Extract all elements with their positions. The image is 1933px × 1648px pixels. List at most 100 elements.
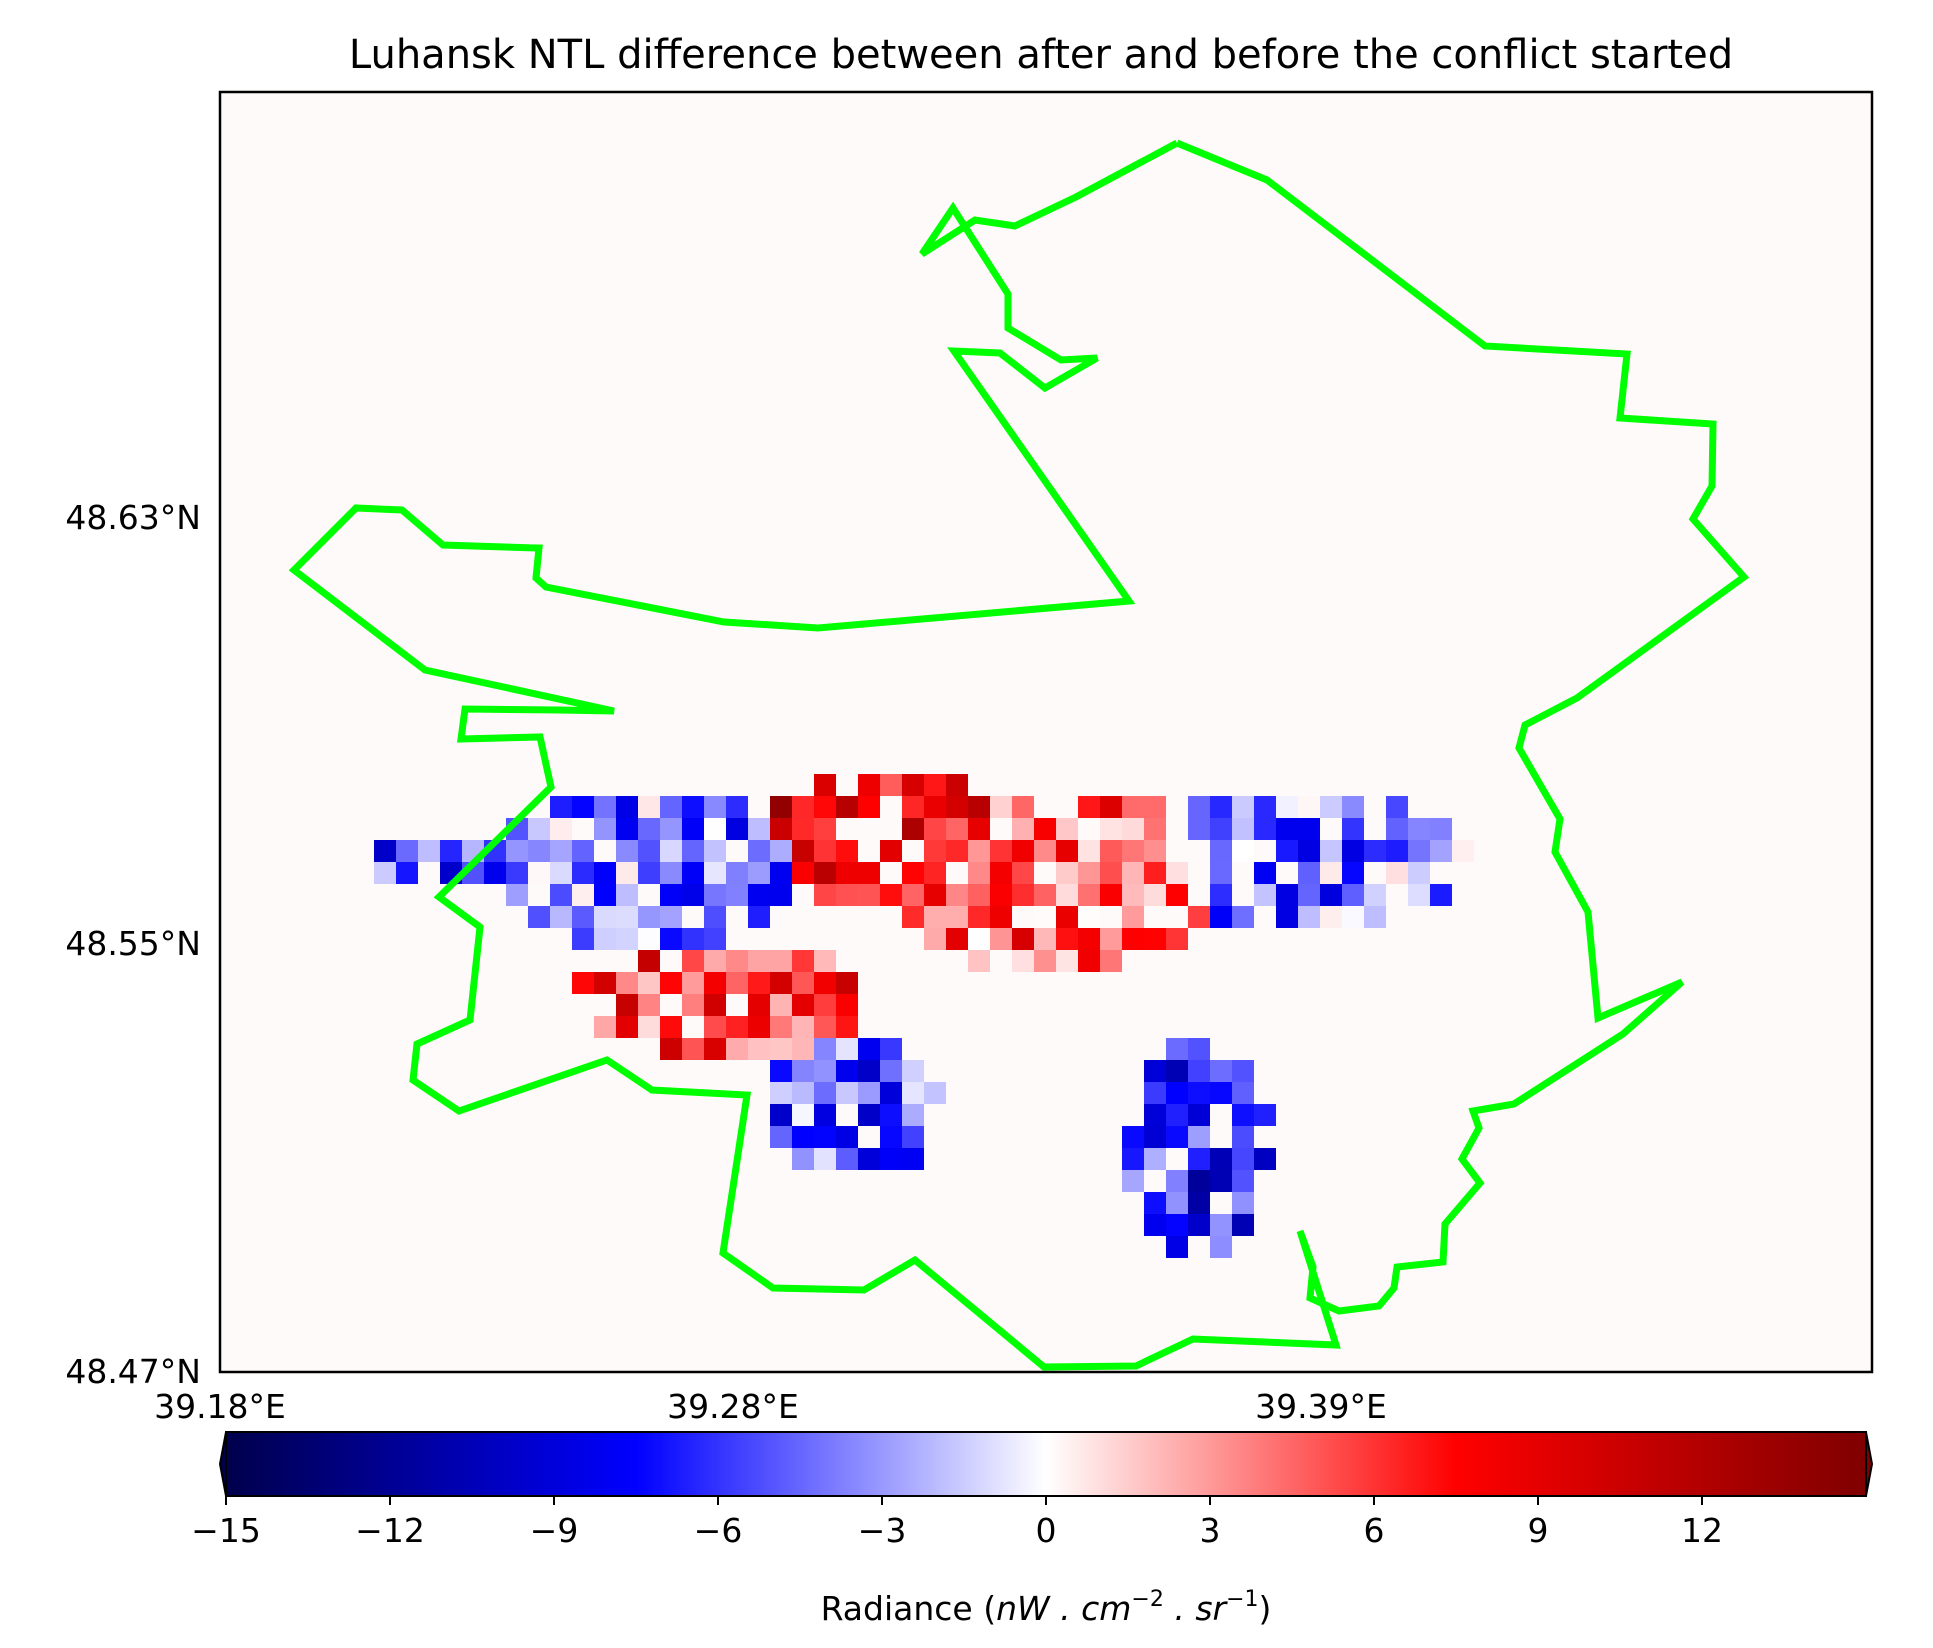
ntl-pixel: [946, 796, 968, 818]
ntl-pixel: [968, 840, 990, 862]
ntl-pixel: [814, 884, 836, 906]
ntl-pixel: [1210, 818, 1232, 840]
ntl-pixel: [704, 928, 726, 950]
ntl-pixel: [1254, 862, 1276, 884]
ntl-pixel: [1078, 796, 1100, 818]
ntl-pixel: [1210, 1148, 1232, 1170]
ntl-pixel: [550, 818, 572, 840]
ntl-pixel: [770, 862, 792, 884]
ntl-pixel: [1320, 796, 1342, 818]
ntl-pixel: [792, 994, 814, 1016]
ntl-pixel: [550, 884, 572, 906]
ntl-pixel: [1122, 840, 1144, 862]
ntl-pixel: [660, 906, 682, 928]
ntl-pixel: [792, 818, 814, 840]
ntl-pixel: [946, 774, 968, 796]
ntl-pixel: [1056, 818, 1078, 840]
ntl-pixel: [682, 950, 704, 972]
ntl-pixel: [660, 928, 682, 950]
ntl-pixel: [704, 796, 726, 818]
ntl-pixel: [792, 796, 814, 818]
ntl-pixel: [1056, 884, 1078, 906]
ntl-pixel: [660, 840, 682, 862]
ntl-pixel: [968, 884, 990, 906]
ntl-pixel: [1012, 840, 1034, 862]
ntl-pixel: [792, 1104, 814, 1126]
ntl-pixel: [1232, 1082, 1254, 1104]
ntl-pixel: [616, 994, 638, 1016]
ntl-pixel: [1034, 884, 1056, 906]
ntl-pixel: [594, 796, 616, 818]
ntl-pixel: [968, 818, 990, 840]
ntl-pixel: [770, 972, 792, 994]
ntl-pixel: [748, 994, 770, 1016]
ntl-pixel: [902, 1082, 924, 1104]
ntl-pixel: [550, 906, 572, 928]
ntl-pixel: [814, 840, 836, 862]
ntl-pixel: [616, 1016, 638, 1038]
ntl-pixel: [682, 796, 704, 818]
ntl-pixel: [726, 862, 748, 884]
ntl-pixel: [748, 862, 770, 884]
ntl-pixel: [858, 1148, 880, 1170]
ntl-pixel: [1210, 862, 1232, 884]
ntl-pixel: [902, 796, 924, 818]
ntl-pixel: [506, 862, 528, 884]
ntl-pixel: [792, 972, 814, 994]
ntl-pixel: [1408, 884, 1430, 906]
ntl-pixel: [660, 1016, 682, 1038]
ntl-pixel: [572, 796, 594, 818]
ntl-pixel: [1408, 840, 1430, 862]
ntl-pixel: [704, 972, 726, 994]
ntl-pixel: [814, 1126, 836, 1148]
ntl-pixel: [638, 796, 660, 818]
ntl-pixel: [594, 906, 616, 928]
ntl-pixel: [1122, 884, 1144, 906]
ntl-pixel: [902, 1060, 924, 1082]
ntl-pixel: [792, 1148, 814, 1170]
ntl-pixel: [1298, 862, 1320, 884]
ntl-pixel: [1320, 906, 1342, 928]
ntl-pixel: [1078, 928, 1100, 950]
ntl-pixel: [1276, 906, 1298, 928]
ntl-pixel: [814, 950, 836, 972]
ntl-pixel: [1298, 840, 1320, 862]
ntl-pixel: [858, 862, 880, 884]
ntl-pixel: [968, 906, 990, 928]
ntl-pixel: [572, 906, 594, 928]
ntl-pixel: [770, 884, 792, 906]
ntl-pixel: [836, 1082, 858, 1104]
ntl-pixel: [616, 796, 638, 818]
ntl-pixel: [726, 818, 748, 840]
ntl-pixel: [682, 862, 704, 884]
ntl-pixel: [1100, 862, 1122, 884]
ntl-pixel: [1232, 1214, 1254, 1236]
ntl-pixel: [1210, 1060, 1232, 1082]
ntl-pixel: [1430, 818, 1452, 840]
lat-tick-label: 48.55°N: [65, 924, 201, 963]
ntl-pixel: [1232, 1104, 1254, 1126]
ntl-pixel: [726, 796, 748, 818]
ntl-pixel: [990, 928, 1012, 950]
ntl-pixel: [726, 1038, 748, 1060]
ntl-pixel: [880, 1148, 902, 1170]
ntl-pixel: [1144, 862, 1166, 884]
ntl-pixel: [1056, 906, 1078, 928]
ntl-pixel: [682, 818, 704, 840]
ntl-pixel: [990, 796, 1012, 818]
ntl-pixel: [1210, 1082, 1232, 1104]
ntl-pixel: [1122, 906, 1144, 928]
ntl-pixel: [1166, 1192, 1188, 1214]
ntl-pixel: [836, 1016, 858, 1038]
ntl-pixel: [660, 1038, 682, 1060]
ntl-pixel: [836, 994, 858, 1016]
ntl-pixel: [660, 796, 682, 818]
ntl-pixel: [814, 972, 836, 994]
ntl-pixel: [1188, 1126, 1210, 1148]
ntl-pixel: [1144, 1104, 1166, 1126]
ntl-pixel: [1342, 818, 1364, 840]
ntl-pixel: [1122, 818, 1144, 840]
ntl-pixel: [1100, 950, 1122, 972]
ntl-pixel: [1034, 950, 1056, 972]
